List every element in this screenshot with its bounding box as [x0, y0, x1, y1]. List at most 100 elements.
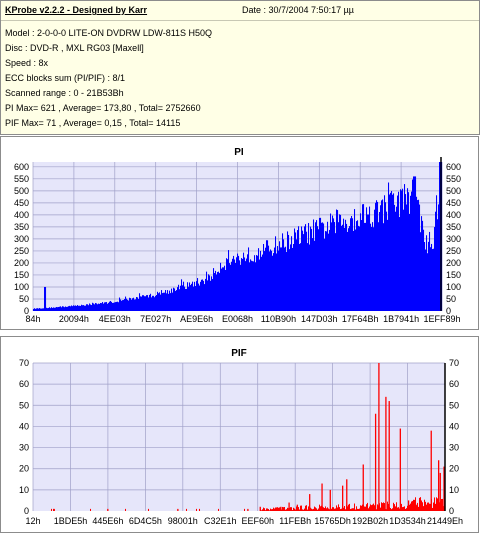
pi-bar	[208, 274, 210, 311]
pi-bar	[104, 302, 106, 311]
pif-bar	[314, 506, 315, 511]
pi-bar	[253, 261, 255, 311]
pi-bar	[289, 249, 291, 311]
pi-bar	[170, 293, 172, 311]
pi-bar	[197, 278, 199, 311]
pi-bar	[284, 247, 286, 311]
pi-bar	[322, 222, 324, 311]
pif-spike	[385, 396, 387, 511]
pi-y-tick-label-left: 350	[14, 222, 29, 232]
pi-bar	[70, 306, 72, 311]
pi-bar	[152, 295, 154, 311]
pi-bar	[195, 286, 197, 311]
pi-bar	[191, 283, 193, 311]
pi-bar	[329, 229, 331, 311]
pi-bar	[387, 219, 389, 311]
pi-bar	[212, 279, 214, 311]
pi-bar	[234, 259, 236, 311]
pi-bar	[366, 207, 368, 311]
pif-bar	[430, 503, 431, 511]
pi-bar	[299, 243, 301, 311]
pi-bar	[115, 302, 117, 311]
pif-y-tick-label-right: 0	[449, 506, 454, 516]
pi-bar	[302, 230, 304, 311]
pi-bar	[399, 217, 401, 311]
pi-bar	[190, 285, 192, 311]
pif-bar	[326, 508, 327, 511]
pif-spike	[53, 508, 55, 511]
pif-bar	[397, 507, 398, 511]
pi-bar	[403, 209, 405, 311]
pif-bar	[272, 509, 273, 511]
pi-bar	[193, 286, 195, 311]
pi-y-tick-label-left: 150	[14, 270, 29, 280]
pi-bar	[357, 220, 359, 311]
pi-bar	[321, 222, 323, 311]
pif-x-tick-label: 12h	[25, 516, 40, 526]
pi-bar	[117, 301, 119, 311]
pi-bar	[414, 176, 416, 311]
pi-bar	[339, 214, 341, 311]
model-line: Model : 2-0-0-0 LITE-ON DVDRW LDW-811S H…	[5, 28, 213, 38]
pif-bar	[318, 508, 319, 511]
pi-bar	[313, 219, 315, 311]
pif-bar	[310, 507, 311, 511]
pif-bar	[396, 502, 397, 511]
pif-bar	[263, 507, 264, 511]
pi-bar	[422, 220, 424, 311]
pi-bar	[124, 298, 126, 311]
pi-bar	[229, 263, 231, 311]
pi-bar	[164, 292, 166, 311]
pi-bar	[67, 306, 69, 311]
pif-bar	[405, 508, 406, 511]
pi-bar	[298, 226, 300, 311]
pi-bar	[331, 222, 333, 311]
pi-bar	[68, 306, 70, 311]
pi-y-tick-label-left: 450	[14, 198, 29, 208]
pi-bar	[217, 272, 219, 311]
pif-bar	[387, 501, 388, 511]
pi-bar	[431, 243, 433, 311]
pi-bar	[273, 253, 275, 311]
pi-bar	[80, 305, 82, 311]
pif-spike	[378, 363, 380, 511]
pi-bar	[308, 223, 310, 311]
pi-bar	[172, 292, 174, 311]
pi-x-tick-label: 20094h	[59, 314, 89, 324]
pif-bar	[315, 507, 316, 511]
pi-bar	[205, 278, 207, 311]
pif-bar	[306, 505, 307, 511]
pi-bar	[93, 303, 95, 311]
pi-bar	[52, 307, 54, 311]
pi-bar	[358, 225, 360, 311]
pi-bar	[410, 195, 412, 311]
pi-bar	[192, 281, 194, 311]
pi-y-tick-label-left: 0	[24, 306, 29, 316]
pi-bar	[336, 209, 338, 311]
pi-bar	[169, 290, 171, 311]
pi-bar	[335, 233, 337, 311]
pif-bar	[265, 510, 266, 511]
pif-bar	[439, 502, 440, 511]
pif-bar	[325, 506, 326, 511]
pi-bar	[363, 204, 365, 311]
pi-bar	[108, 302, 110, 311]
pi-bar	[314, 240, 316, 311]
pif-bar	[368, 508, 369, 511]
pi-bar	[375, 202, 377, 311]
pif-bar	[391, 509, 392, 511]
pif-spike	[296, 504, 298, 511]
pi-bar	[238, 255, 240, 311]
pif-bar	[308, 506, 309, 511]
pi-bar	[74, 305, 76, 311]
pi-bar	[112, 302, 114, 311]
pif-y-tick-label-left: 70	[19, 358, 29, 368]
pif-bar	[244, 508, 245, 511]
pif-bar	[285, 509, 286, 511]
pi-bar	[269, 251, 271, 311]
pif-spike	[309, 494, 311, 511]
pi-bar	[333, 218, 335, 311]
pif-x-tick-label: EEF60h	[241, 516, 274, 526]
pi-y-tick-label-right: 150	[446, 270, 461, 280]
pif-spike	[177, 508, 179, 511]
